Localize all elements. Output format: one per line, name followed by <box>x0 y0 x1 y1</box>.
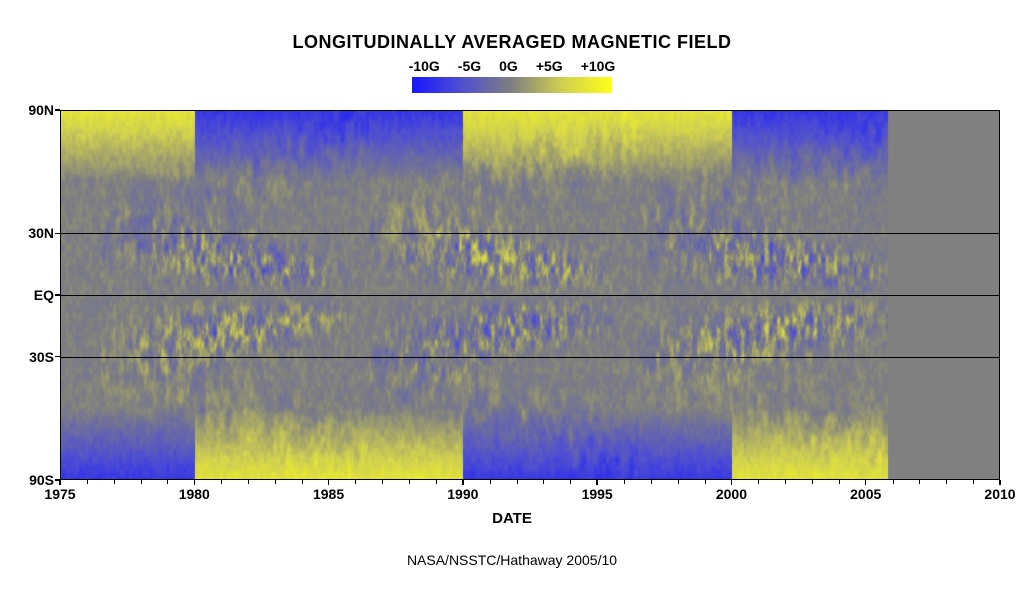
y-tick-label: 30N <box>28 225 54 241</box>
x-tick-mark <box>462 480 464 485</box>
x-tick-mark <box>865 480 867 485</box>
x-tick-mark <box>59 480 61 485</box>
x-tick-mark <box>596 480 598 485</box>
x-minor-tick <box>436 480 437 484</box>
x-axis-label: DATE <box>0 510 1024 527</box>
y-tick-label: 30S <box>29 349 54 365</box>
y-tick-label: 90N <box>28 102 54 118</box>
gridline <box>60 233 1000 234</box>
colorbar: -10G -5G 0G +5G +10G <box>0 58 1024 94</box>
x-tick-label: 1990 <box>447 486 478 502</box>
x-minor-tick <box>114 480 115 484</box>
x-minor-tick <box>517 480 518 484</box>
x-minor-tick <box>758 480 759 484</box>
plot-area: 90N30NEQ30S90S19751980198519901995200020… <box>60 110 1000 480</box>
x-minor-tick <box>570 480 571 484</box>
x-minor-tick <box>651 480 652 484</box>
x-tick-mark <box>194 480 196 485</box>
x-tick-label: 2005 <box>850 486 881 502</box>
y-tick-label: EQ <box>34 287 54 303</box>
x-minor-tick <box>167 480 168 484</box>
colorbar-tick-label: 0G <box>499 58 518 74</box>
x-minor-tick <box>221 480 222 484</box>
x-minor-tick <box>141 480 142 484</box>
x-minor-tick <box>812 480 813 484</box>
x-tick-label: 1980 <box>179 486 210 502</box>
x-minor-tick <box>302 480 303 484</box>
credit-text: NASA/NSSTC/Hathaway 2005/10 <box>0 552 1024 568</box>
x-minor-tick <box>543 480 544 484</box>
x-minor-tick <box>87 480 88 484</box>
gridline <box>60 357 1000 358</box>
x-minor-tick <box>919 480 920 484</box>
chart-title: LONGITUDINALLY AVERAGED MAGNETIC FIELD <box>0 32 1024 53</box>
x-minor-tick <box>705 480 706 484</box>
x-minor-tick <box>678 480 679 484</box>
colorbar-tick-label: -10G <box>409 58 440 74</box>
x-minor-tick <box>248 480 249 484</box>
x-minor-tick <box>275 480 276 484</box>
x-minor-tick <box>490 480 491 484</box>
x-minor-tick <box>946 480 947 484</box>
x-tick-mark <box>999 480 1001 485</box>
x-tick-label: 1995 <box>582 486 613 502</box>
x-tick-label: 2000 <box>716 486 747 502</box>
x-minor-tick <box>382 480 383 484</box>
colorbar-gradient <box>412 77 612 93</box>
x-tick-label: 2010 <box>984 486 1015 502</box>
x-minor-tick <box>409 480 410 484</box>
colorbar-tick-label: +5G <box>536 58 563 74</box>
x-tick-label: 1975 <box>44 486 75 502</box>
colorbar-labels: -10G -5G 0G +5G +10G <box>0 58 1024 74</box>
x-tick-mark <box>731 480 733 485</box>
colorbar-tick-label: -5G <box>458 58 481 74</box>
x-tick-mark <box>328 480 330 485</box>
x-minor-tick <box>839 480 840 484</box>
x-minor-tick <box>893 480 894 484</box>
x-minor-tick <box>785 480 786 484</box>
colorbar-tick-label: +10G <box>581 58 616 74</box>
x-minor-tick <box>355 480 356 484</box>
x-tick-label: 1985 <box>313 486 344 502</box>
y-tick-mark <box>55 109 60 111</box>
x-minor-tick <box>973 480 974 484</box>
x-minor-tick <box>624 480 625 484</box>
gridline <box>60 295 1000 296</box>
